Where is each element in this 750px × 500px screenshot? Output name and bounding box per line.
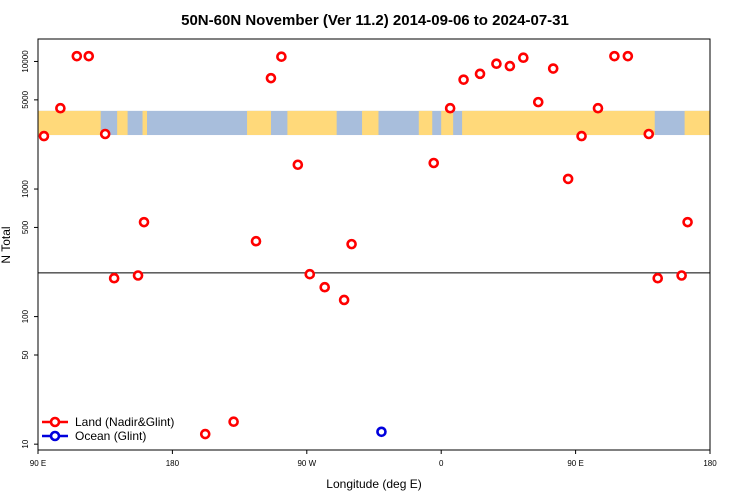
y-tick-label: 10 [21, 439, 30, 448]
map-land [684, 110, 710, 136]
data-point [346, 238, 357, 250]
x-axis-label: Longitude (deg E) [326, 477, 421, 491]
y-tick-label: 1000 [21, 180, 30, 198]
world-map-band [38, 110, 710, 136]
data-point [99, 128, 111, 140]
x-tick-label: 180 [703, 459, 717, 468]
data-point [265, 72, 277, 84]
legend-marker [49, 430, 61, 442]
map-land [117, 110, 128, 136]
x-tick-label: 90 E [30, 459, 46, 468]
chart-title: 50N-60N November (Ver 11.2) 2014-09-06 t… [181, 12, 569, 29]
data-point [250, 235, 262, 247]
legend-label: Ocean (Glint) [75, 429, 146, 443]
data-point [474, 68, 486, 80]
legend-label: Land (Nadir&Glint) [75, 415, 174, 429]
plot-frame [37, 38, 711, 451]
data-point [338, 294, 350, 306]
data-point [376, 426, 387, 438]
x-tick-label: 90 W [297, 459, 316, 468]
data-point [592, 102, 604, 114]
x-tick-label: 180 [166, 459, 180, 468]
data-point [609, 50, 620, 62]
x-tick-label: 0 [439, 459, 444, 468]
map-land [142, 110, 148, 136]
data-point [292, 159, 304, 171]
map-land [462, 110, 655, 136]
data-point [319, 281, 331, 293]
data-point [682, 216, 693, 228]
data-point [71, 50, 83, 62]
data-point [304, 268, 316, 280]
data-point [491, 58, 502, 70]
data-point [458, 74, 469, 85]
data-point [547, 63, 559, 74]
y-tick-label: 5000 [21, 90, 30, 108]
y-tick-label: 50 [21, 350, 30, 359]
x-tick-label: 90 E [567, 459, 583, 468]
data-point [228, 416, 239, 427]
y-tick-label: 100 [21, 309, 30, 323]
y-axis: 10 50 100 500 1000 5000 10000 [21, 50, 38, 449]
data-point [576, 130, 587, 142]
data-point [622, 50, 634, 62]
x-axis: 90 E 180 90 W 0 90 E 180 [30, 450, 717, 468]
data-point [108, 272, 120, 284]
data-point [199, 428, 211, 440]
data-point [676, 270, 687, 281]
map-land [441, 110, 454, 136]
map-land [287, 110, 337, 136]
data-point [504, 60, 516, 72]
data-point [55, 102, 66, 114]
data-point [132, 270, 144, 281]
data-point [444, 102, 456, 114]
data-point [38, 130, 50, 142]
data-point [532, 96, 544, 108]
map-land [38, 110, 101, 136]
data-points [38, 50, 693, 440]
data-point [652, 272, 664, 284]
y-tick-label: 10000 [21, 50, 30, 73]
data-point [83, 50, 95, 62]
map-land [362, 110, 379, 136]
y-tick-label: 500 [21, 220, 30, 234]
legend-marker [49, 416, 61, 428]
legend: Land (Nadir&Glint)Ocean (Glint) [42, 415, 174, 443]
data-point [138, 216, 150, 228]
map-land [247, 110, 271, 136]
data-point [562, 173, 574, 185]
data-point [518, 52, 529, 64]
data-point [643, 128, 655, 140]
data-point [428, 157, 440, 169]
data-point [276, 51, 287, 62]
map-land [418, 110, 433, 136]
y-axis-label: N Total [0, 226, 13, 263]
